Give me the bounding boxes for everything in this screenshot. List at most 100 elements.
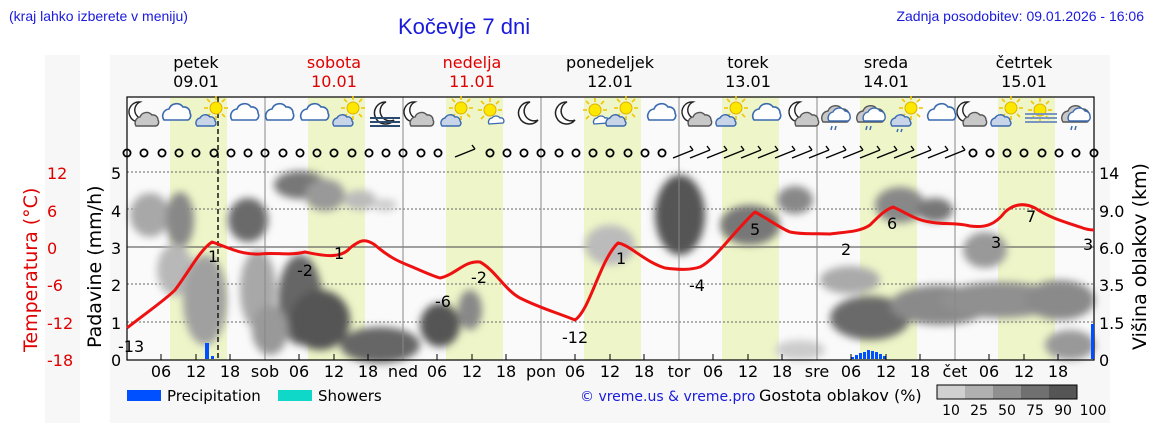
svg-text:0: 0 — [47, 239, 57, 258]
x-tick-labels: 06 12 18 sob 06 12 18 ned 06 12 18 pon 0… — [151, 362, 1068, 381]
showers-swatch — [278, 390, 312, 401]
svg-text:50: 50 — [998, 403, 1016, 419]
x-tick-marks — [160, 354, 1059, 360]
svg-text:7: 7 — [1026, 207, 1036, 226]
svg-text:9.0: 9.0 — [1099, 202, 1124, 221]
svg-text:12: 12 — [876, 362, 896, 381]
svg-text:2: 2 — [841, 240, 851, 259]
svg-text:-6: -6 — [435, 292, 451, 311]
day-header-1: sobota 10.01 — [306, 53, 362, 91]
svg-text:18: 18 — [910, 362, 930, 381]
svg-text:-2: -2 — [471, 268, 487, 287]
svg-text:-4: -4 — [689, 276, 705, 295]
temperature-axis-title: Temperatura (°C) — [20, 188, 42, 353]
precipitation-bars — [205, 324, 1094, 359]
svg-text:25: 25 — [970, 403, 988, 419]
svg-text:tor: tor — [668, 362, 691, 381]
svg-text:6: 6 — [887, 214, 897, 233]
svg-text:10: 10 — [942, 403, 960, 419]
temperature-line — [126, 203, 1095, 330]
svg-text:-6: -6 — [47, 276, 63, 295]
day-separators — [264, 97, 956, 360]
precipitation-legend-label: Precipitation — [167, 387, 261, 405]
svg-text:12: 12 — [462, 362, 482, 381]
svg-text:06: 06 — [703, 362, 723, 381]
svg-text:2: 2 — [111, 276, 121, 295]
svg-text:3: 3 — [111, 239, 121, 258]
day-header-5: sreda 14.01 — [863, 53, 909, 91]
showers-legend-label: Showers — [318, 387, 382, 405]
svg-text:3.5: 3.5 — [1099, 276, 1124, 295]
svg-text:18: 18 — [772, 362, 792, 381]
svg-text:3: 3 — [1083, 235, 1093, 254]
svg-text:06: 06 — [427, 362, 447, 381]
cloud-height-axis-title: Višina oblakov (km) — [1129, 163, 1151, 350]
svg-text:1: 1 — [616, 249, 626, 268]
svg-text:čet: čet — [943, 362, 968, 381]
cloud-height-axis-ticks: 14 9.0 6.0 3.5 1.5 0 — [1099, 164, 1124, 370]
svg-text:12: 12 — [47, 164, 67, 183]
temperature-axis-ticks: 12 6 0 -6 -12 -18 — [47, 164, 73, 370]
temp-label: -13 — [118, 337, 144, 356]
svg-text:1: 1 — [111, 314, 121, 333]
day-headers: petek 09.01 sobota 10.01 nedelja 11.01 pone… — [127, 53, 1094, 95]
svg-text:12: 12 — [600, 362, 620, 381]
svg-text:18: 18 — [220, 362, 240, 381]
svg-text:18: 18 — [1048, 362, 1068, 381]
svg-text:12: 12 — [738, 362, 758, 381]
svg-text:06: 06 — [841, 362, 861, 381]
precipitation-swatch — [127, 390, 161, 401]
svg-text:6.0: 6.0 — [1099, 239, 1124, 258]
page-title: Kočevje 7 dni — [398, 14, 531, 39]
cloud-density-title: Gostota oblakov (%) — [759, 386, 922, 405]
svg-text:pon: pon — [526, 362, 556, 381]
svg-text:-18: -18 — [47, 351, 73, 370]
svg-text:5: 5 — [750, 220, 760, 239]
svg-text:12: 12 — [186, 362, 206, 381]
day-header-6: četrtek 15.01 — [995, 53, 1053, 91]
svg-text:0: 0 — [111, 351, 121, 370]
svg-text:ned: ned — [388, 362, 418, 381]
cloud-density-ticks: 10 25 50 75 90 100 — [942, 403, 1106, 419]
svg-text:18: 18 — [634, 362, 654, 381]
day-header-3: ponedeljek 12.01 — [566, 53, 654, 91]
location-hint: (kraj lahko izberete v meniju) — [9, 8, 188, 24]
last-updated: Zadnja posodobitev: 09.01.2026 - 16:06 — [896, 8, 1144, 24]
svg-text:06: 06 — [979, 362, 999, 381]
svg-text:5: 5 — [111, 164, 121, 183]
svg-text:90: 90 — [1054, 403, 1072, 419]
svg-text:sre: sre — [805, 362, 829, 381]
svg-text:18: 18 — [496, 362, 516, 381]
svg-text:12: 12 — [1014, 362, 1034, 381]
svg-text:18: 18 — [358, 362, 378, 381]
cloud-density-layer — [130, 171, 1095, 363]
svg-text:1: 1 — [334, 244, 344, 263]
svg-text:-12: -12 — [562, 328, 588, 347]
svg-text:14: 14 — [1099, 164, 1119, 183]
svg-text:0: 0 — [1099, 351, 1109, 370]
svg-text:3: 3 — [991, 233, 1001, 252]
svg-text:06: 06 — [565, 362, 585, 381]
svg-text:06: 06 — [151, 362, 171, 381]
svg-text:12: 12 — [324, 362, 344, 381]
svg-text:75: 75 — [1026, 403, 1044, 419]
rain-axis-ticks: 5 4 3 2 1 0 — [111, 164, 121, 370]
rain-axis-title: Padavine (mm/h) — [84, 185, 106, 348]
svg-text:4: 4 — [111, 202, 121, 221]
svg-text:1.5: 1.5 — [1099, 314, 1124, 333]
cloud-density-scale — [936, 384, 1078, 400]
temperature-labels: -13 1 -2 1 -6 -2 -12 1 -4 5 2 6 3 7 3 — [118, 207, 1093, 356]
svg-text:sob: sob — [251, 362, 279, 381]
day-header-0: petek 09.01 — [173, 53, 219, 91]
svg-text:-2: -2 — [297, 261, 313, 280]
svg-text:06: 06 — [289, 362, 309, 381]
svg-text:-12: -12 — [47, 314, 73, 333]
svg-text:6: 6 — [47, 202, 57, 221]
left-axis-panel — [45, 55, 80, 423]
day-header-2: nedelja 11.01 — [442, 53, 502, 91]
day-header-4: torek 13.01 — [725, 53, 771, 91]
copyright-link: © vreme.us & vreme.pro — [580, 389, 755, 405]
svg-text:100: 100 — [1080, 403, 1107, 419]
svg-text:1: 1 — [208, 247, 218, 266]
